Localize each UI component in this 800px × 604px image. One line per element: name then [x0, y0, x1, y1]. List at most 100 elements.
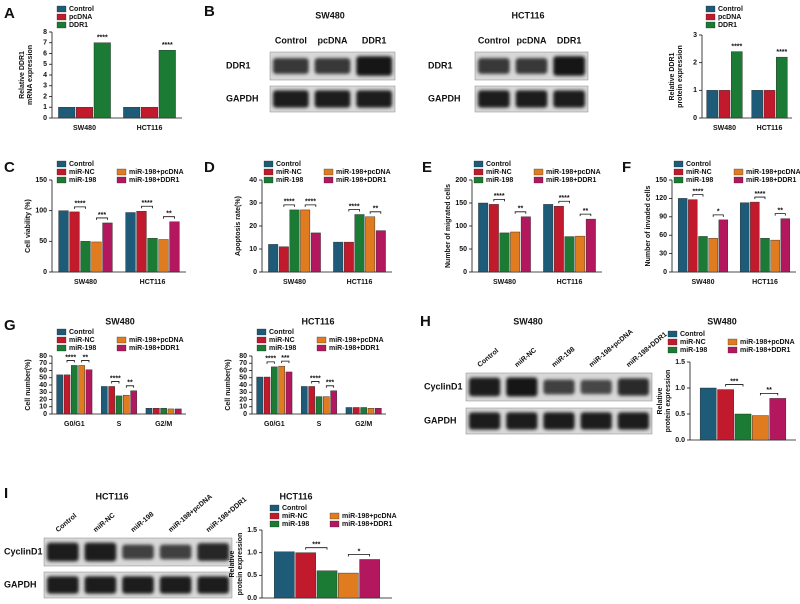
blot-band [478, 58, 510, 74]
y-tick-label: 40 [239, 382, 247, 389]
bar [353, 407, 360, 415]
legend-swatch [56, 176, 67, 184]
y-tick-label: 150 [655, 177, 667, 184]
legend-swatch [705, 5, 716, 13]
lane-label: miR-198 [130, 511, 155, 534]
y-tick-label: 10 [249, 246, 257, 253]
blot-band [469, 377, 501, 397]
bar [718, 219, 729, 273]
y-tick-label: 90 [659, 214, 667, 221]
bar [263, 376, 271, 415]
y-tick-label: 1 [43, 104, 47, 111]
significance: **** [754, 191, 765, 198]
x-tick-label: S [117, 421, 122, 428]
y-tick-label: 60 [39, 367, 47, 374]
bar [763, 90, 776, 119]
lane-label: miR-198+DDR1 [625, 331, 668, 369]
significance: **** [110, 375, 121, 382]
y-tick-label: 30 [249, 200, 257, 207]
bar [108, 386, 115, 415]
y-tick-label: 80 [39, 353, 47, 360]
bar [301, 386, 308, 415]
bar [147, 238, 158, 273]
blot-band [543, 379, 575, 395]
blot-title: HCT116 [511, 10, 544, 20]
bar [780, 218, 791, 273]
lane-label: miR-NC [92, 512, 116, 534]
legend-swatch [533, 176, 544, 184]
panel-label: C [4, 159, 15, 176]
chart-title: HCT116 [279, 491, 312, 501]
legend-label: Control [718, 6, 743, 13]
significance: **** [559, 195, 570, 202]
significance-bracket [692, 194, 704, 197]
legend-swatch [727, 338, 738, 346]
x-tick-label: SW480 [692, 279, 715, 286]
significance-bracket [283, 204, 295, 207]
significance-bracket [96, 217, 108, 220]
bar [80, 241, 91, 273]
bar [315, 396, 323, 415]
bar [717, 389, 734, 441]
y-tick-label: 40 [39, 382, 47, 389]
y-axis-label: Cell number(%) [225, 359, 232, 410]
significance: **** [265, 356, 276, 363]
bar [688, 199, 698, 273]
x-tick-label: SW480 [713, 125, 736, 132]
significance-bracket [141, 205, 153, 209]
lane-label: Control [275, 35, 307, 45]
significance-bracket [579, 213, 592, 217]
y-tick-label: 0 [693, 115, 697, 122]
y-tick-label: 50 [39, 238, 47, 245]
y-axis-label: Relative [657, 387, 664, 414]
bar [731, 51, 743, 119]
x-tick-label: HCT116 [140, 279, 166, 286]
y-tick-label: 80 [239, 353, 247, 360]
y-tick-label: 0 [43, 411, 47, 418]
bar [125, 212, 136, 273]
chart-title: SW480 [105, 316, 135, 326]
blot-band [478, 90, 510, 108]
y-tick-label: 10 [239, 404, 247, 411]
legend-label: Control [69, 329, 94, 336]
significance: **** [776, 49, 787, 56]
panel-label: I [4, 485, 8, 502]
bar [699, 387, 717, 441]
legend-label: miR-198 [282, 521, 309, 528]
y-axis-label: protein expression [677, 45, 684, 108]
legend-label: miR-198+pcDNA [746, 169, 800, 176]
blot-band [314, 90, 351, 108]
legend-swatch [256, 328, 267, 336]
bar [316, 570, 338, 599]
y-axis-label: Cell number(%) [25, 359, 32, 410]
legend-label: DDR1 [69, 22, 88, 29]
significance: **** [97, 35, 108, 42]
bar [706, 90, 718, 119]
y-tick-label: 6 [43, 50, 47, 57]
bar [300, 209, 311, 273]
bar [734, 413, 752, 441]
y-tick-label: 0 [663, 269, 667, 276]
bar [677, 198, 688, 273]
legend-label: miR-198+pcDNA [740, 339, 795, 346]
blot-band [515, 90, 548, 108]
significance: *** [98, 212, 106, 219]
lane-label: DDR1 [362, 35, 387, 45]
bar [136, 211, 147, 273]
significance: ** [127, 380, 133, 387]
legend-label: Control [269, 329, 294, 336]
y-tick-label: 1 [693, 87, 697, 94]
bar [123, 107, 141, 119]
bar [739, 202, 750, 273]
panel-label: H [420, 313, 431, 330]
y-tick-label: 100 [35, 208, 47, 215]
legend-label: pcDNA [718, 14, 741, 21]
bar [585, 218, 596, 273]
bar [145, 408, 153, 415]
bar [343, 241, 354, 273]
row-label: GAPDH [428, 93, 461, 103]
legend-swatch [269, 520, 280, 528]
blot-band [122, 576, 154, 594]
legend-label: miR-198+pcDNA [342, 513, 397, 520]
